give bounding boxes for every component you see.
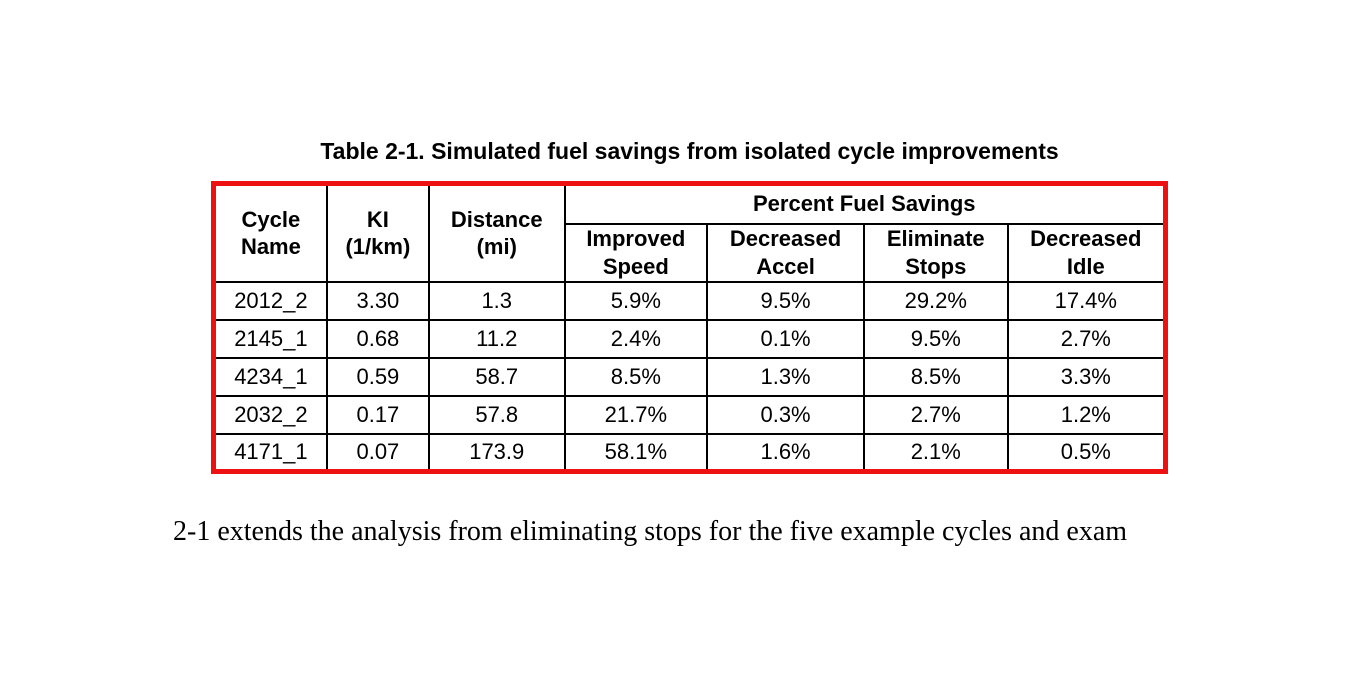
table-cell: 0.07 [325,432,430,473]
col-header-cycle-name: Cycle Name [212,182,328,283]
table-cell: 1.2% [1006,394,1167,435]
table-cell: 0.59 [325,356,430,397]
table-row: 4234_1 0.59 58.7 8.5% 1.3% 8.5% 3.3% [212,356,1167,397]
col-header-distance: Distance (mi) [427,182,566,283]
table-cell: 0.5% [1006,432,1167,473]
table-row: 2032_2 0.17 57.8 21.7% 0.3% 2.7% 1.2% [212,394,1167,435]
table-cell: 2.7% [1006,318,1167,359]
table-cell: 4234_1 [212,356,328,397]
table-cell: 1.3 [427,280,566,321]
col-header-ki: KI (1/km) [325,182,430,283]
table-cell: 11.2 [427,318,566,359]
col-header-eliminate-stops: Eliminate Stops [862,222,1009,283]
table-cell: 2145_1 [212,318,328,359]
table-cell: 9.5% [706,280,865,321]
header-row-group: Cycle Name KI (1/km) Distance (mi) Perce… [212,182,1167,283]
table-cell: 2.7% [862,394,1009,435]
col-header-percent-fuel-savings: Percent Fuel Savings [563,182,1167,225]
table-cell: 1.3% [706,356,865,397]
table-cell: 3.3% [1006,356,1167,397]
table-cell: 2032_2 [212,394,328,435]
table-caption: Table 2-1. Simulated fuel savings from i… [320,138,1059,164]
body-paragraph: 2-1 extends the analysis from eliminatin… [173,516,1128,547]
table-cell: 5.9% [563,280,709,321]
table-row: 4171_1 0.07 173.9 58.1% 1.6% 2.1% 0.5% [212,432,1167,473]
table-row: 2145_1 0.68 11.2 2.4% 0.1% 9.5% 2.7% [212,318,1167,359]
fuel-savings-table-container: Cycle Name KI (1/km) Distance (mi) Perce… [211,181,1168,474]
table-cell: 58.7 [427,356,566,397]
col-header-decreased-accel: Decreased Accel [706,222,865,283]
table-cell: 9.5% [862,318,1009,359]
table-cell: 4171_1 [212,432,328,473]
table-cell: 17.4% [1006,280,1167,321]
table-cell: 8.5% [862,356,1009,397]
table-cell: 3.30 [325,280,430,321]
table-cell: 0.3% [706,394,865,435]
table-cell: 29.2% [862,280,1009,321]
table-cell: 2.1% [862,432,1009,473]
table-cell: 0.1% [706,318,865,359]
table-cell: 2012_2 [212,280,328,321]
table-cell: 173.9 [427,432,566,473]
table-cell: 8.5% [563,356,709,397]
table-cell: 2.4% [563,318,709,359]
fuel-savings-table: Cycle Name KI (1/km) Distance (mi) Perce… [211,181,1168,474]
col-header-decreased-idle: Decreased Idle [1006,222,1167,283]
table-cell: 0.17 [325,394,430,435]
header-row-sub: Improved Speed Decreased Accel Eliminate… [214,222,1167,283]
table-cell: 58.1% [563,432,709,473]
col-header-improved-speed: Improved Speed [563,222,709,283]
table-cell: 0.68 [325,318,430,359]
table-cell: 57.8 [427,394,566,435]
table-cell: 1.6% [706,432,865,473]
table-row: 2012_2 3.30 1.3 5.9% 9.5% 29.2% 17.4% [212,280,1167,321]
table-cell: 21.7% [563,394,709,435]
